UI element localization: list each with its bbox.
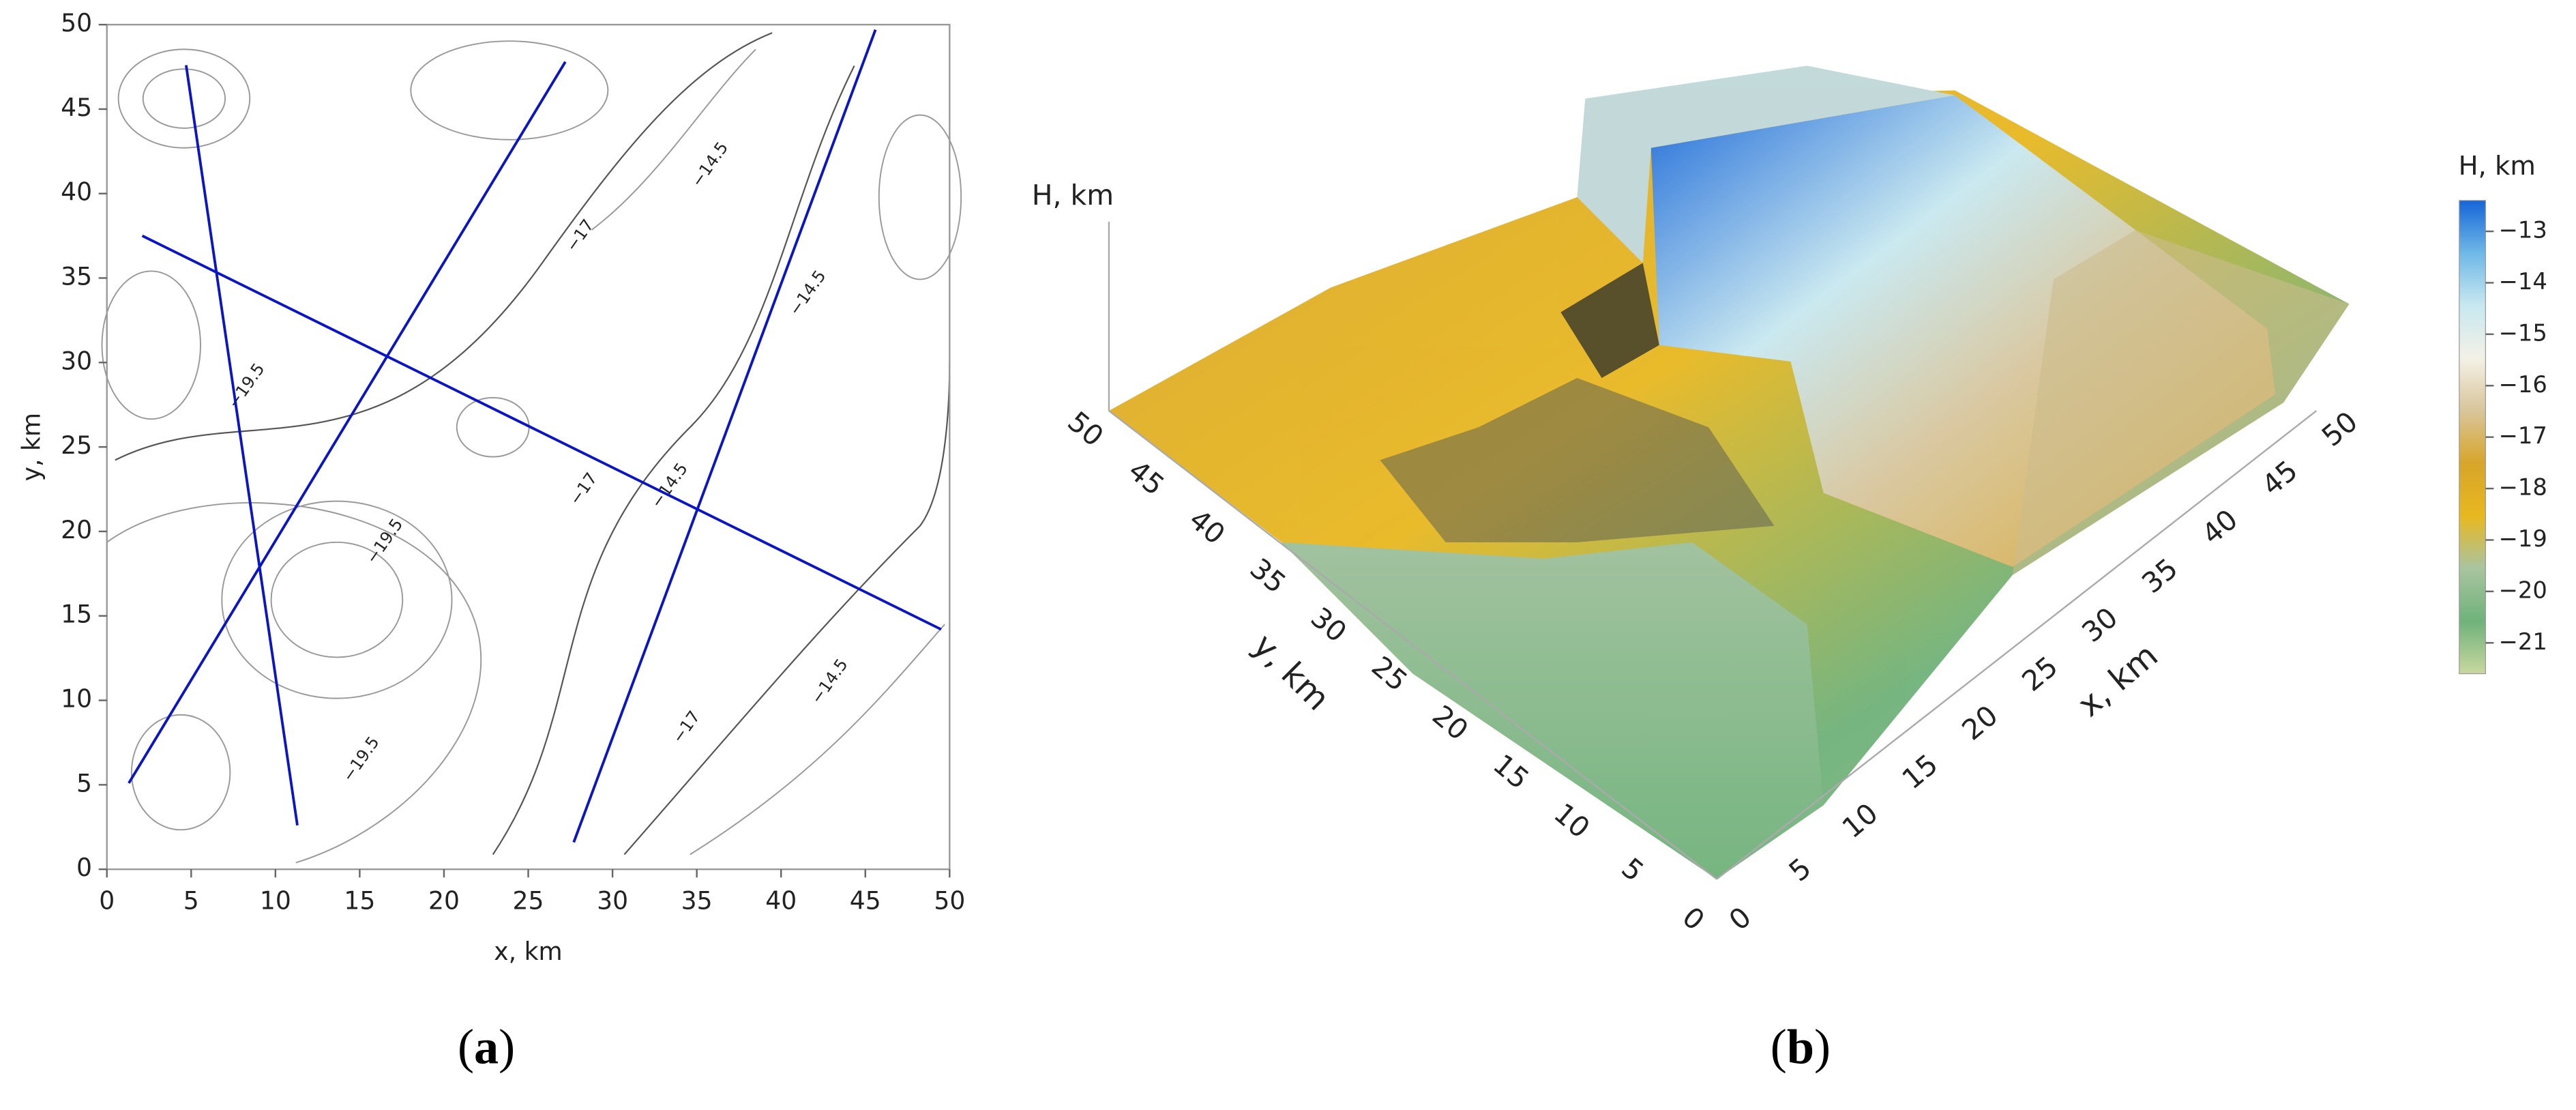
plot-frame [106, 23, 951, 871]
colorbar-tick-label: −20 [2499, 576, 2547, 603]
y-tick-label: 40 [1183, 503, 1232, 551]
y-tick-label: 0 [1676, 901, 1711, 937]
axis-line [1716, 410, 2318, 880]
x-tick-label: 10 [1836, 797, 1884, 845]
y-axis-label: y, km [16, 413, 46, 481]
colorbar-tick-label: −17 [2499, 422, 2547, 449]
contour-label: −14.5 [807, 655, 851, 707]
x-tick-label: 45 [2255, 454, 2304, 501]
y-tick-label: 30 [61, 346, 92, 375]
profile-line [184, 65, 299, 826]
y-tick-label: 45 [1123, 454, 1171, 501]
x-tick-label: 5 [183, 886, 199, 915]
x-tick-label: 20 [428, 886, 460, 915]
panel-caption: (b) [1771, 1019, 1831, 1074]
panel-label: a [474, 1019, 499, 1074]
x-tick-label: 50 [2315, 405, 2364, 453]
x-tick-label: 45 [850, 886, 881, 915]
colorbar-tick-label: −16 [2499, 371, 2547, 398]
colorbar-tick-label: −15 [2499, 319, 2547, 346]
y-tick-label: 35 [61, 262, 92, 291]
x-tick-label: 35 [681, 886, 713, 915]
y-tick-label: 25 [61, 430, 92, 460]
contour-label: −17 [668, 707, 704, 747]
contour-label: −17 [562, 216, 597, 255]
z-axis-label: H, km [1032, 179, 1114, 211]
x-tick-label: 40 [2195, 503, 2244, 551]
x-tick-label: 0 [1723, 901, 1758, 937]
x-axis-label: x, km [494, 937, 562, 966]
y-tick-label: 50 [1061, 405, 1110, 453]
colorbar-tick-label: −21 [2499, 628, 2547, 655]
y-tick-label: 50 [61, 8, 92, 38]
y-tick-label: 0 [76, 853, 92, 882]
colorbar-tick-label: −13 [2499, 217, 2547, 244]
colorbar-tick-label: −14 [2499, 268, 2547, 295]
contour-label: −17 [565, 469, 601, 509]
contour-label: −19.5 [338, 733, 383, 785]
x-tick-label: 0 [99, 886, 115, 915]
x-tick-label: 20 [1956, 699, 2004, 746]
colorbar [2459, 200, 2486, 675]
profile-line [128, 61, 567, 784]
panel-caption: (a) [458, 1019, 515, 1074]
y-tick-label: 30 [1305, 601, 1353, 649]
y-tick-label: 15 [1487, 748, 1535, 795]
y-tick-label: 40 [61, 177, 92, 207]
x-tick-label: 15 [1896, 748, 1944, 795]
x-tick-label: 25 [513, 886, 544, 915]
y-tick-label: 20 [61, 515, 92, 544]
y-tick-label: 45 [61, 93, 92, 122]
colorbar-tick-label: −19 [2499, 525, 2547, 552]
x-tick-label: 15 [344, 886, 375, 915]
y-tick-label: 35 [1244, 552, 1292, 600]
colorbar-tick-label: −18 [2499, 474, 2547, 501]
panel-label: b [1787, 1019, 1814, 1074]
x-tick-label: 50 [934, 886, 965, 915]
y-tick-label: 10 [61, 684, 92, 714]
profile-line [141, 234, 942, 631]
x-tick-label: 30 [2075, 601, 2124, 649]
contour-label: −14.5 [687, 138, 732, 191]
y-tick-label: 15 [61, 600, 92, 629]
colorbar-title: H, km [2459, 151, 2536, 181]
x-tick-label: 5 [1783, 851, 1818, 888]
contour-lines [101, 32, 962, 864]
y-tick-label: 5 [76, 768, 92, 798]
y-tick-label: 10 [1548, 797, 1596, 845]
profile-line [572, 29, 877, 843]
surface [1108, 65, 2350, 879]
x-axis-label: x, km [2071, 637, 2165, 725]
x-tick-label: 25 [2016, 650, 2064, 698]
x-tick-label: 35 [2135, 552, 2184, 600]
x-tick-label: 10 [260, 886, 291, 915]
contour-label: −14.5 [785, 267, 829, 319]
y-tick-label: 5 [1615, 851, 1650, 888]
x-tick-label: 30 [597, 886, 628, 915]
x-tick-label: 40 [765, 886, 797, 915]
axis-line [1108, 410, 1717, 880]
